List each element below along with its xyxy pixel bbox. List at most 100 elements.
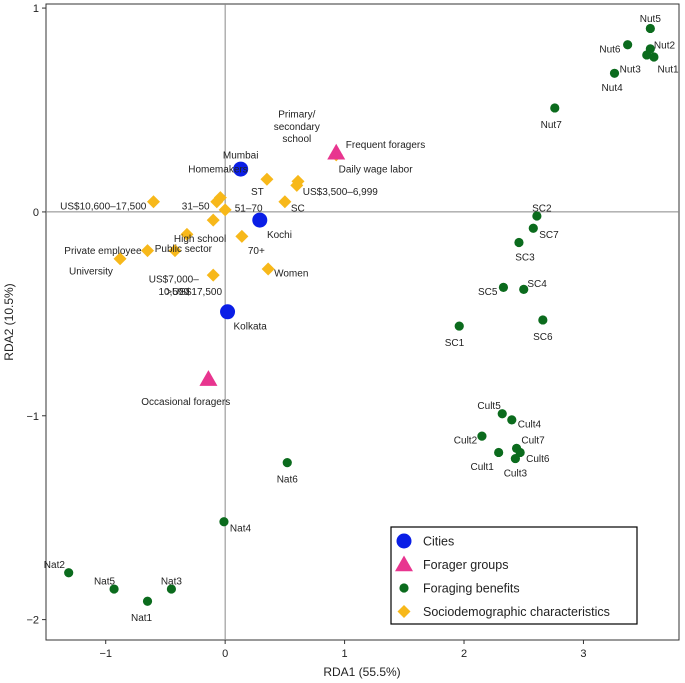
sociodemographic-point-label: Daily wage labor	[339, 165, 414, 176]
cities-point	[220, 304, 236, 320]
forager_groups-point	[327, 143, 346, 160]
y-tick-label: −2	[26, 615, 39, 627]
legend: Cities Forager groups Foraging benefits Soc…	[390, 526, 638, 625]
foraging_benefits-point-label: SC5	[478, 287, 498, 298]
foraging_benefits-point-label: Cult4	[518, 419, 542, 430]
sociodemographic-point	[168, 244, 182, 258]
sociodemographic-point	[206, 213, 220, 227]
foraging_benefits-point	[219, 517, 229, 527]
x-axis-title: RDA1 (55.5%)	[323, 665, 400, 679]
y-axis-title: RDA2 (10.5%)	[2, 283, 16, 360]
foraging_benefits-point	[64, 568, 74, 578]
sociodemographic-point-label: Homemakers	[188, 165, 247, 176]
foraging_benefits-point	[497, 409, 507, 419]
foraging_benefits-point	[498, 282, 509, 292]
foraging_benefits-point	[510, 453, 520, 464]
forager_groups-point-label: Frequent foragers	[346, 140, 426, 151]
sociodemographic-point	[206, 268, 220, 282]
x-tick-label: 3	[580, 648, 586, 660]
legend-sociodemographic-label: Sociodemographic characteristics	[423, 605, 610, 619]
sociodemographic-point	[260, 172, 274, 186]
foraging_benefits-point-label: SC2	[532, 203, 552, 214]
foraging_benefits-point-label: Nut5	[640, 14, 662, 25]
sociodemographic-point-label: school	[282, 134, 311, 145]
x-tick-label: 0	[222, 648, 228, 660]
foraging_benefits-point	[532, 211, 542, 221]
y-tick-label: −1	[26, 411, 39, 423]
foraging_benefits-point	[645, 23, 655, 34]
sociodemographic-point-label: US$3,500–6,999	[303, 187, 379, 198]
sociodemographic-point-label: 51–70	[235, 203, 263, 214]
x-tick-label: −1	[99, 648, 112, 660]
sociodemographic-point-label: 10,599	[158, 287, 189, 298]
sociodemographic-point-label: Primary/	[278, 110, 315, 121]
foraging_benefits-point	[649, 52, 659, 62]
foraging_benefits-point	[109, 584, 119, 594]
foraging_benefits-point	[623, 40, 633, 50]
foraging_benefits-point	[514, 237, 524, 248]
foraging_benefits-point	[519, 284, 529, 294]
sociodemographic-point-label: University	[69, 267, 113, 278]
foraging_benefits-point-label: SC4	[527, 279, 547, 290]
sociodemographic-point	[261, 262, 275, 276]
y-tick-label: 0	[33, 207, 39, 219]
foraging_benefits-point	[494, 447, 504, 458]
plot-frame	[45, 3, 680, 641]
foraging_benefits-point	[282, 458, 292, 468]
foraging_benefits-point-label: Cult5	[477, 401, 501, 412]
foraging_benefits-point-label: SC1	[445, 338, 465, 349]
foraging_benefits-point-label: Cult2	[454, 436, 478, 447]
sociodemographic-point-label: SC	[291, 203, 305, 214]
foraging_benefits-point-label: Nut2	[654, 40, 676, 51]
sociodemographic-point	[113, 252, 127, 266]
sociodemographic-point	[218, 203, 232, 217]
foraging_benefits-point	[477, 431, 487, 441]
data-points	[64, 23, 659, 606]
y-axis-ticks: −2 −1 0 1	[26, 3, 46, 627]
sociodemographic-point-label: 31–50	[182, 201, 210, 212]
foraging_benefits-point	[166, 584, 177, 594]
foraging_benefits-point-label: Nut7	[541, 120, 563, 131]
foraging_benefits-point-label: Nat5	[94, 576, 116, 587]
foraging_benefits-point-label: Nat3	[161, 576, 183, 587]
foraging_benefits-point-label: Cult7	[521, 436, 545, 447]
sociodemographic-point	[235, 229, 249, 243]
sociodemographic-point	[278, 195, 292, 209]
foraging_benefits-point-label: Cult3	[504, 468, 528, 479]
forager_groups-point-label: Occasional foragers	[141, 397, 230, 408]
foraging_benefits-point	[507, 415, 517, 425]
x-axis-ticks: −1 0 1 2 3	[99, 640, 587, 660]
foraging_benefits-point-label: Nat1	[131, 613, 153, 624]
foraging_benefits-point-label: Nut6	[599, 44, 621, 55]
foraging_benefits-point-label: Nut3	[620, 65, 642, 76]
sociodemographic-point	[180, 227, 194, 241]
cities-point	[233, 161, 249, 177]
foraging_benefits-point	[550, 103, 560, 113]
foraging_benefits-point-label: SC3	[515, 252, 535, 263]
legend-sociodemographic-marker	[397, 605, 411, 618]
foraging_benefits-point	[642, 50, 652, 60]
sociodemographic-point-label: secondary	[274, 122, 320, 133]
forager_groups-point	[199, 370, 218, 386]
cities-point-label: Kochi	[267, 230, 292, 241]
legend-forager_groups-marker	[395, 555, 413, 572]
sociodemographic-point-label: ST	[251, 187, 264, 198]
sociodemographic-point-label: Women	[274, 269, 308, 280]
legend-cities-label: Cities	[423, 535, 454, 549]
legend-forager_groups-label: Forager groups	[423, 558, 508, 572]
foraging_benefits-point-label: SC6	[533, 332, 553, 343]
foraging_benefits-point	[609, 68, 620, 78]
sociodemographic-point-label: Private employee	[64, 246, 142, 257]
foraging_benefits-point-label: Nat6	[277, 474, 299, 485]
foraging_benefits-point-label: Nut1	[658, 65, 680, 76]
foraging_benefits-point-label: Nut4	[602, 83, 624, 94]
foraging_benefits-point-label: SC7	[539, 230, 559, 241]
foraging_benefits-point-label: Cult1	[471, 462, 495, 473]
sociodemographic-point-label: US$7,000–	[149, 275, 199, 286]
legend-box	[390, 526, 638, 625]
x-tick-label: 2	[461, 648, 467, 660]
legend-foraging_benefits-label: Foraging benefits	[423, 582, 520, 596]
foraging_benefits-point-label: Nat2	[44, 560, 66, 571]
